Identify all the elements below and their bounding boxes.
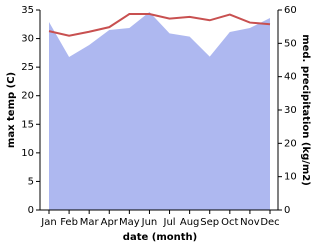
y-tick-label: 0: [28, 205, 34, 216]
x-tick-label: Nov: [240, 217, 260, 228]
y-tick-label: 20: [21, 91, 34, 102]
y2-tick-label: 50: [284, 38, 297, 49]
precipitation-area: [49, 12, 270, 210]
y2-tick-label: 10: [284, 172, 297, 183]
y2-tick-label: 20: [284, 138, 297, 149]
x-tick-label: May: [119, 217, 140, 228]
temp-line: [48, 13, 271, 37]
y-tick-label: 25: [21, 62, 34, 73]
x-tick-label: Jun: [141, 217, 158, 228]
y2-tick-label: 60: [284, 5, 297, 16]
y-tick-label: 10: [21, 148, 34, 159]
x-tick-label: Jan: [40, 217, 56, 228]
y2-tick-label: 30: [284, 105, 297, 116]
y2-tick-label: 40: [284, 72, 297, 83]
x-axis-label: date (month): [123, 232, 197, 243]
x-tick-label: Jul: [163, 217, 176, 228]
y2-axis-label: med. precipitation (kg/m2): [300, 34, 311, 186]
y-tick-label: 5: [28, 176, 34, 187]
y-tick-label: 15: [21, 119, 34, 130]
y-tick-label: 35: [21, 5, 34, 16]
x-tick-label: Mar: [80, 217, 100, 228]
x-tick-label: Aug: [180, 217, 200, 228]
x-tick-label: Oct: [221, 217, 238, 228]
y-tick-label: 30: [21, 34, 34, 45]
x-tick-label: Apr: [101, 217, 119, 228]
x-tick-label: Sep: [200, 217, 219, 228]
y-axis-label: max temp (C): [6, 72, 17, 148]
x-tick-label: Feb: [60, 217, 78, 228]
y2-tick-label: 0: [284, 205, 290, 216]
x-tick-label: Dec: [260, 217, 279, 228]
